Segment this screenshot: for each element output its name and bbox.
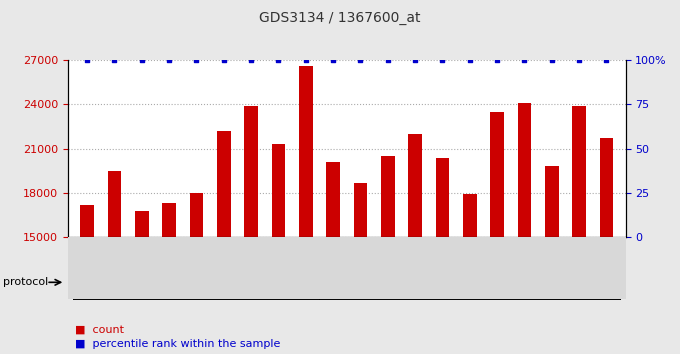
Text: ■  percentile rank within the sample: ■ percentile rank within the sample <box>75 339 280 349</box>
Point <box>492 57 503 63</box>
Bar <box>463 194 477 354</box>
Bar <box>107 171 121 354</box>
Point <box>245 57 256 63</box>
Bar <box>163 203 176 354</box>
Bar <box>80 205 94 354</box>
Bar <box>573 106 586 354</box>
Bar <box>490 112 504 354</box>
Text: ■  count: ■ count <box>75 325 124 335</box>
Point <box>328 57 339 63</box>
Bar <box>545 166 559 354</box>
Bar <box>408 134 422 354</box>
Bar <box>436 158 449 354</box>
Point <box>82 57 92 63</box>
Point <box>355 57 366 63</box>
Point <box>437 57 448 63</box>
Point <box>164 57 175 63</box>
Point <box>546 57 557 63</box>
Point <box>191 57 202 63</box>
Point <box>574 57 585 63</box>
Bar <box>517 103 531 354</box>
Bar <box>244 106 258 354</box>
Point <box>109 57 120 63</box>
Point <box>382 57 393 63</box>
Bar <box>354 183 367 354</box>
Bar <box>326 162 340 354</box>
Bar <box>381 156 394 354</box>
Bar <box>299 66 313 354</box>
Text: GDS3134 / 1367600_at: GDS3134 / 1367600_at <box>259 11 421 25</box>
Text: exercise: exercise <box>444 276 496 289</box>
Point <box>409 57 420 63</box>
Point <box>137 57 148 63</box>
Point <box>519 57 530 63</box>
Bar <box>600 138 613 354</box>
Bar <box>135 211 149 354</box>
Point <box>464 57 475 63</box>
Point <box>601 57 612 63</box>
Bar <box>190 193 203 354</box>
Text: sedentary: sedentary <box>165 276 228 289</box>
Bar <box>271 144 286 354</box>
Bar <box>217 131 231 354</box>
Text: protocol: protocol <box>3 277 49 287</box>
Point <box>301 57 311 63</box>
Point <box>218 57 229 63</box>
Point <box>273 57 284 63</box>
